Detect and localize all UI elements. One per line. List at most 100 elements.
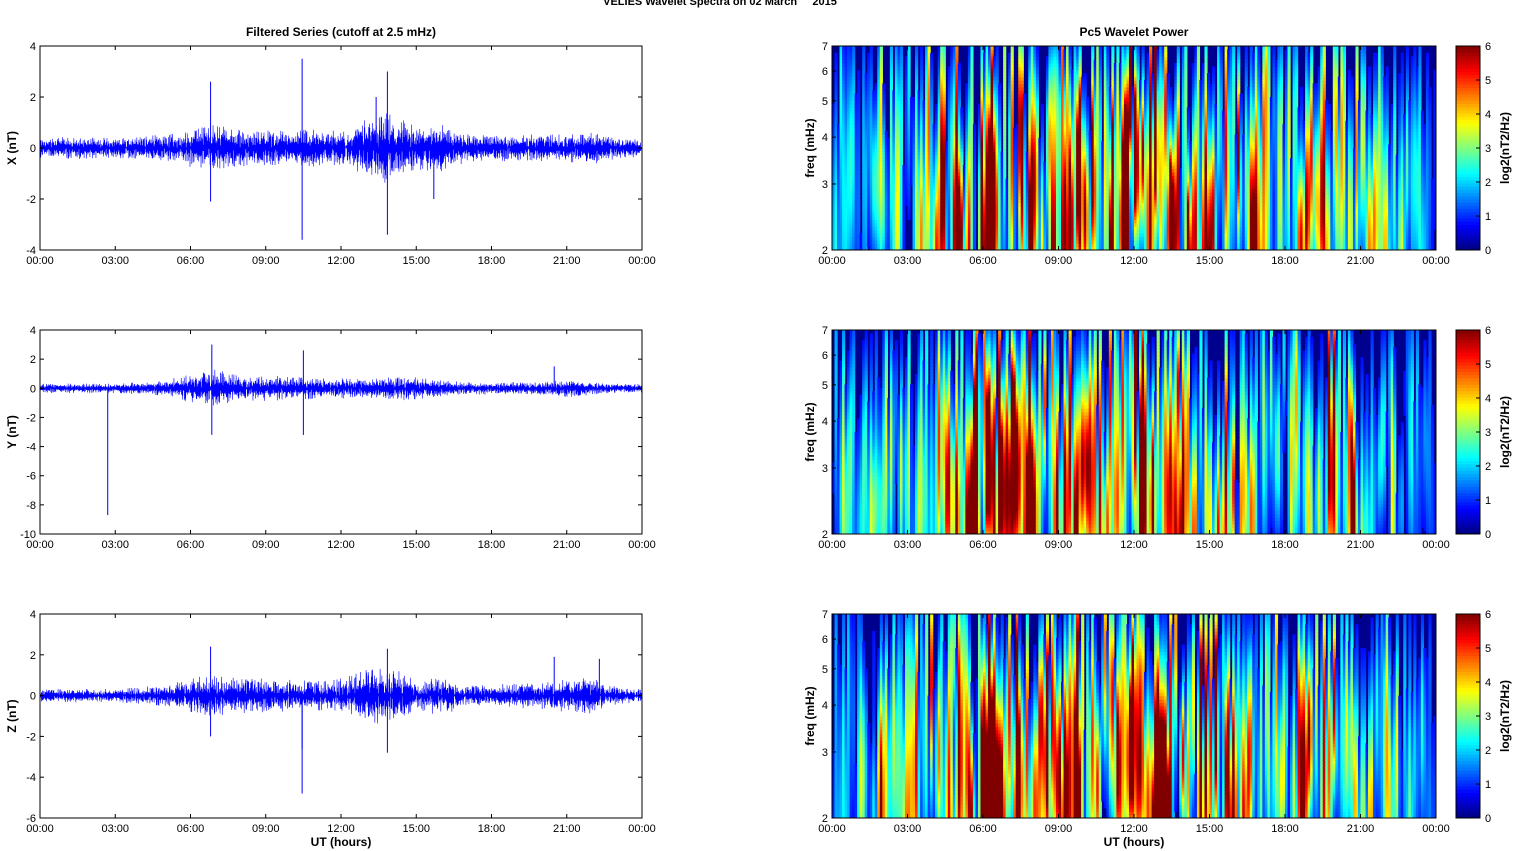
wavelet-x-power-cell <box>957 103 961 108</box>
wavelet-x-power-cell <box>967 127 972 132</box>
wavelet-x-power-cell <box>864 151 868 156</box>
wavelet-x-power-cell <box>980 127 984 132</box>
wavelet-x-power-cell <box>842 73 846 78</box>
wavelet-x-power-cell <box>879 90 883 95</box>
wavelet-x-power-cell <box>897 233 901 237</box>
wavelet-x-power-cell <box>977 165 982 169</box>
wavelet-x-power-cell <box>995 236 999 241</box>
wavelet-x-power-cell <box>935 137 939 142</box>
wavelet-x-power-cell <box>947 127 951 132</box>
wavelet-x-power-cell <box>935 236 939 241</box>
wavelet-x-power-cell <box>972 236 977 241</box>
wavelet-x-power-cell <box>952 141 956 146</box>
wavelet-x-power-cell <box>832 141 836 146</box>
wavelet-x-power-cell <box>844 236 848 241</box>
wavelet-x-power-cell <box>952 127 956 132</box>
wavelet-x-power-cell <box>834 154 838 159</box>
wavelet-x-power-cell <box>907 205 911 210</box>
wavelet-x-power-cell <box>927 103 931 108</box>
wavelet-x-power-cell <box>932 205 936 210</box>
wavelet-x-power-cell <box>930 199 934 203</box>
wavelet-x-power-cell <box>970 233 974 237</box>
wavelet-x-power-cell <box>983 199 987 203</box>
wavelet-x-power-cell <box>904 182 909 186</box>
wavelet-x-power-cell <box>864 117 868 122</box>
wavelet-x-power-cell <box>892 127 896 132</box>
wavelet-x-power-cell <box>932 219 936 224</box>
wavelet-x-power-cell <box>990 239 994 244</box>
wavelet-x-power-cell <box>869 97 873 101</box>
wavelet-x-power-cell <box>915 107 919 112</box>
wavelet-x-power-cell <box>950 124 954 129</box>
wavelet-x-power-cell <box>884 168 888 173</box>
wavelet-x-power-cell <box>957 151 961 156</box>
wavelet-x-power-cell <box>882 182 886 186</box>
wavelet-x-power-cell <box>864 161 868 166</box>
wavelet-x-power-cell <box>862 212 866 217</box>
wavelet-x-power-cell <box>937 246 941 250</box>
wavelet-x-power-cell <box>955 103 959 108</box>
wavelet-x-power-cell <box>970 46 974 50</box>
wavelet-x-power-cell <box>862 178 866 183</box>
wavelet-x-power-cell <box>985 127 989 132</box>
wavelet-x-power-cell <box>920 246 924 250</box>
wavelet-x-power-cell <box>879 80 883 84</box>
wavelet-x-power-cell <box>869 195 873 200</box>
wavelet-x-power-cell <box>852 103 856 108</box>
wavelet-x-power-cell <box>993 134 997 139</box>
wavelet-x-power-cell <box>842 127 846 132</box>
wavelet-x-power-cell <box>842 56 846 61</box>
wavelet-x-power-cell <box>910 114 914 118</box>
wavelet-x-power-cell <box>980 134 984 139</box>
wavelet-x-power-cell <box>960 107 964 112</box>
wavelet-x-power-cell <box>894 188 899 193</box>
series-y-xtick-label: 15:00 <box>402 539 430 551</box>
wavelet-x-power-cell <box>899 100 904 105</box>
wavelet-x-power-cell <box>962 178 966 183</box>
wavelet-x-power-cell <box>915 212 919 217</box>
wavelet-x-power-cell <box>950 100 954 105</box>
wavelet-x-power-cell <box>864 216 868 220</box>
wavelet-x-power-cell <box>967 236 972 241</box>
wavelet-x-power-cell <box>930 236 934 241</box>
wavelet-x-power-cell <box>983 192 987 197</box>
wavelet-x-power-cell <box>993 107 997 112</box>
wavelet-x-power-cell <box>894 137 899 142</box>
wavelet-x-power-cell <box>977 205 982 210</box>
wavelet-x-power-cell <box>950 59 954 64</box>
wavelet-x-power-cell <box>988 66 992 71</box>
wavelet-x-power-cell <box>955 202 959 207</box>
wavelet-x-power-cell <box>960 229 964 234</box>
wavelet-x-power-cell <box>990 107 994 112</box>
wavelet-x-power-cell <box>847 144 851 149</box>
wavelet-x-power-cell <box>839 219 843 224</box>
wavelet-x-power-cell <box>1010 46 1014 50</box>
wavelet-x-power-cell <box>983 83 987 88</box>
wavelet-x-power-cell <box>937 93 941 98</box>
wavelet-x-power-cell <box>894 141 899 146</box>
wavelet-x-power-cell <box>983 171 987 176</box>
wavelet-x-power-cell <box>988 80 992 84</box>
wavelet-x-power-cell <box>977 185 982 190</box>
wavelet-x-power-cell <box>879 69 883 74</box>
wavelet-x-power-cell <box>904 56 909 61</box>
wavelet-x-power-cell <box>957 239 961 244</box>
wavelet-x-power-cell <box>983 103 987 108</box>
wavelet-x-power-cell <box>887 199 891 203</box>
wavelet-x-power-cell <box>967 46 972 50</box>
wavelet-x-power-cell <box>950 199 954 203</box>
wavelet-x-power-cell <box>882 103 886 108</box>
wavelet-x-power-cell <box>910 134 914 139</box>
wavelet-x-power-cell <box>832 246 836 250</box>
wavelet-x-power-cell <box>965 97 969 101</box>
wavelet-x-power-cell <box>889 73 893 78</box>
wavelet-x-power-cell <box>834 233 838 237</box>
wavelet-x-power-cell <box>874 100 878 105</box>
wavelet-x-power-cell <box>985 141 989 146</box>
wavelet-x-power-cell <box>960 239 964 244</box>
wavelet-x-power-cell <box>925 239 929 244</box>
wavelet-x-power-cell <box>847 117 851 122</box>
wavelet-x-power-cell <box>897 192 901 197</box>
wavelet-x-power-cell <box>995 229 999 234</box>
wavelet-x-power-cell <box>872 243 876 248</box>
